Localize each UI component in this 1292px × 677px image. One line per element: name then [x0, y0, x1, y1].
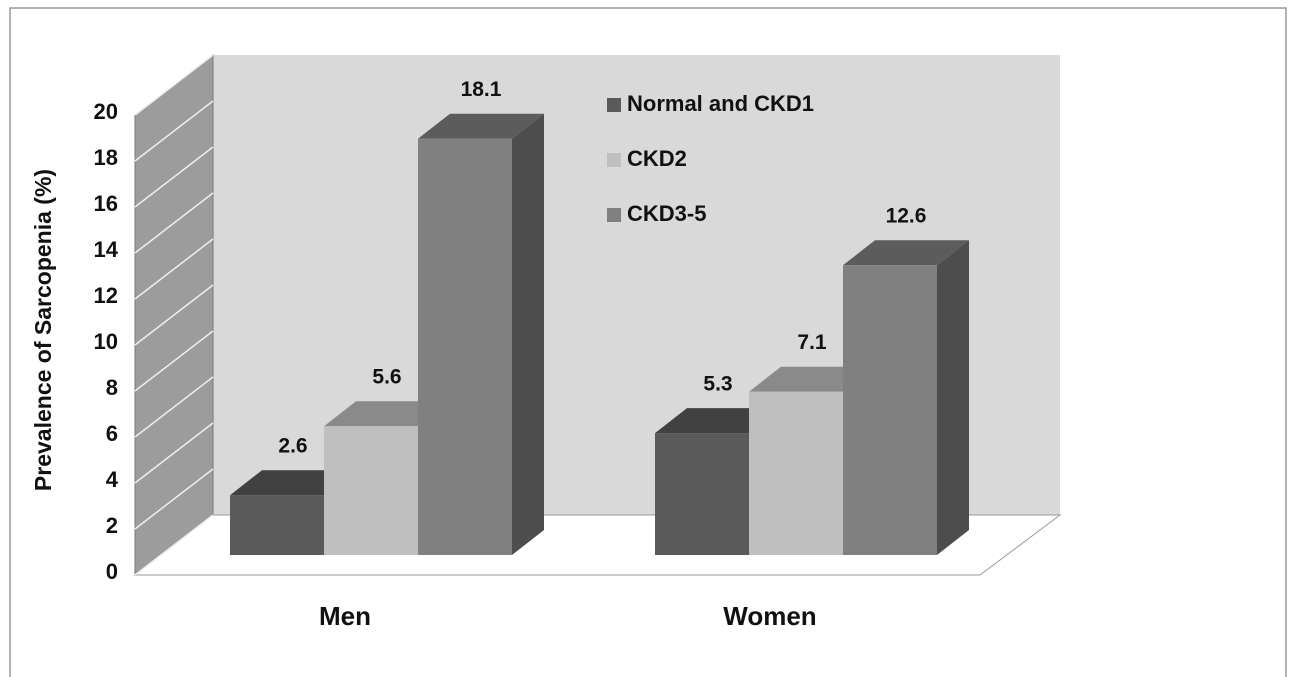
grid-line: [134, 54, 214, 116]
data-label: 5.3: [703, 373, 732, 396]
bar: [749, 391, 843, 555]
grid-line: [134, 330, 214, 392]
grid-line: [134, 100, 214, 162]
y-tick-label: 14: [94, 237, 119, 262]
bar: [418, 138, 512, 555]
legend-label: Normal and CKD1: [627, 91, 814, 116]
grid-line: [134, 192, 214, 254]
grid-line: [134, 468, 214, 530]
data-label: 12.6: [886, 205, 927, 228]
bar-top: [418, 113, 544, 139]
x-tick-label: Men: [319, 601, 371, 631]
y-tick-label: 4: [106, 467, 119, 492]
legend-label: CKD3-5: [627, 201, 706, 226]
bar: [230, 495, 324, 555]
y-tick-label: 18: [94, 145, 118, 170]
y-tick-label: 20: [94, 99, 118, 124]
grid-line: [134, 238, 214, 300]
y-tick-label: 8: [106, 375, 118, 400]
bar: [324, 426, 418, 555]
data-label: 2.6: [278, 435, 307, 458]
grid-line: [134, 284, 214, 346]
bar: [843, 265, 937, 555]
bar-side: [937, 240, 969, 555]
bar-side: [512, 113, 544, 555]
data-label: 7.1: [797, 331, 827, 354]
legend-label: CKD2: [627, 146, 687, 171]
grid-line: [134, 146, 214, 208]
data-label: 5.6: [372, 366, 401, 389]
frame: [9, 7, 1287, 677]
bar-top: [843, 240, 969, 266]
grid-line: [134, 514, 214, 576]
y-tick-label: 12: [94, 283, 118, 308]
grid-line: [134, 422, 214, 484]
bar: [655, 433, 749, 555]
grid-line: [134, 376, 214, 438]
y-tick-label: 6: [106, 421, 118, 446]
x-tick-label: Women: [723, 601, 816, 631]
legend-swatch: [607, 208, 621, 222]
legend-swatch: [607, 153, 621, 167]
y-axis-title: Prevalence of Sarcopenia (%): [30, 169, 56, 491]
y-tick-label: 0: [106, 559, 118, 584]
y-tick-label: 2: [106, 513, 118, 538]
data-label: 18.1: [461, 78, 502, 101]
legend-swatch: [607, 98, 621, 112]
y-tick-label: 16: [94, 191, 118, 216]
y-tick-label: 10: [94, 329, 118, 354]
